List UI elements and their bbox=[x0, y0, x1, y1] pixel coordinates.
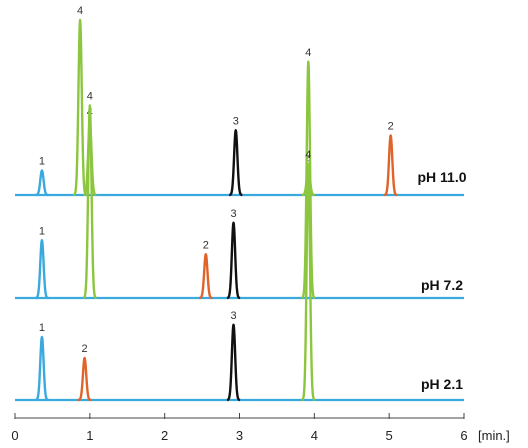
peak-label: 4 bbox=[87, 91, 93, 103]
peak-label: 4 bbox=[305, 47, 311, 59]
peak-3 bbox=[228, 129, 244, 197]
peak-label: 2 bbox=[203, 239, 209, 251]
peak-label: 1 bbox=[39, 156, 45, 168]
peak-4 bbox=[72, 18, 88, 197]
x-tick-label: 4 bbox=[311, 428, 318, 443]
trace-label: pH 2.1 bbox=[421, 376, 463, 392]
peak-label: 3 bbox=[233, 115, 239, 127]
peak-3 bbox=[226, 323, 241, 402]
peak-label: 2 bbox=[82, 343, 88, 355]
x-tick-label: 2 bbox=[161, 428, 168, 443]
peak-label: 3 bbox=[230, 310, 236, 322]
peak-2 bbox=[198, 253, 214, 300]
peak-label: 1 bbox=[39, 225, 45, 237]
x-axis: 0 1 2 3 4 5 6 bbox=[11, 413, 468, 443]
peak-label: 4 bbox=[77, 5, 83, 17]
peak-1 bbox=[34, 239, 50, 300]
x-tick-label: 1 bbox=[86, 428, 93, 443]
x-tick-label: 3 bbox=[236, 428, 243, 443]
peak-2 bbox=[77, 356, 93, 402]
trace-3: 1 2 3 4 pH 2.1 bbox=[15, 149, 464, 402]
peak-1 bbox=[34, 335, 50, 402]
peak-4 bbox=[300, 60, 316, 300]
peak-label: 3 bbox=[230, 208, 236, 220]
x-axis-label: [min.] bbox=[478, 428, 510, 443]
trace-label: pH 11.0 bbox=[417, 169, 466, 185]
peak-2 bbox=[383, 134, 399, 197]
trace-2: 1 4 2 3 4 pH 7.2 bbox=[15, 47, 464, 300]
peak-label: 2 bbox=[388, 121, 394, 133]
peak-3 bbox=[226, 221, 241, 300]
x-tick-label: 5 bbox=[386, 428, 393, 443]
peak-4 bbox=[82, 104, 98, 300]
peak-label: 4 bbox=[305, 149, 311, 161]
peak-4 bbox=[300, 162, 316, 402]
x-tick-label: 6 bbox=[460, 428, 467, 443]
peak-label: 1 bbox=[39, 322, 45, 334]
peak-label: 4 bbox=[305, 154, 311, 166]
trace-label: pH 7.2 bbox=[421, 277, 463, 293]
peak-1 bbox=[34, 169, 50, 197]
x-tick-label: 0 bbox=[11, 428, 18, 443]
